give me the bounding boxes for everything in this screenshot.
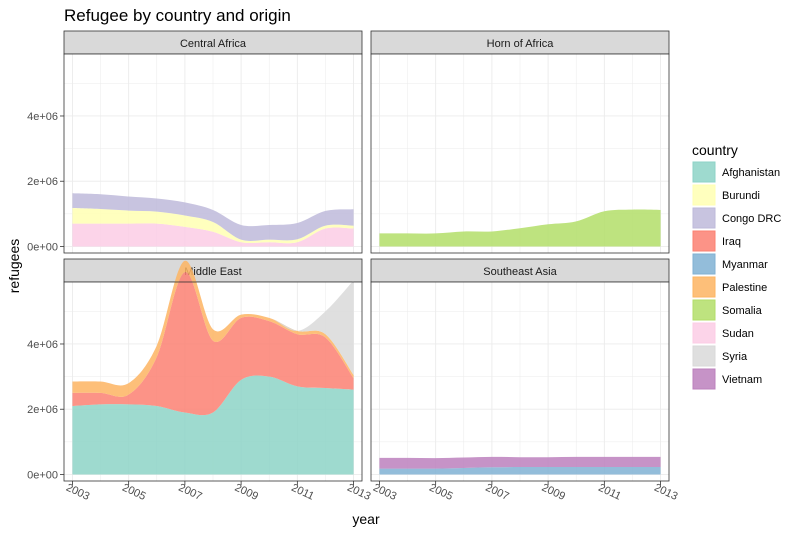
- legend-item-syria: Syria: [692, 345, 748, 367]
- panel-horn-of-africa: Horn of Africa: [370, 30, 670, 254]
- strip-label: Middle East: [184, 266, 241, 278]
- panel-border: [63, 53, 363, 254]
- area-afghanistan: [72, 375, 354, 475]
- legend-swatch: [692, 345, 716, 367]
- area-burundi: [72, 207, 354, 244]
- legend-item-iraq: Iraq: [692, 230, 741, 252]
- legend-title: country: [692, 142, 738, 158]
- legend-item-burundi: Burundi: [692, 184, 760, 206]
- x-tick-label: 2003: [371, 482, 398, 503]
- area-somalia: [379, 209, 661, 247]
- area-myanmar: [379, 466, 661, 475]
- legend-swatch: [692, 276, 716, 298]
- y-tick-label: 2e+06: [27, 176, 58, 188]
- facet-panels: Central Africa 0e+00 2e+06 4e+06 Horn of Afr…: [27, 30, 679, 503]
- legend-swatch: [692, 368, 716, 390]
- x-tick-label: 2007: [484, 482, 511, 503]
- x-tick-label: 2005: [120, 482, 147, 503]
- legend-swatch: [692, 253, 716, 275]
- area-sudan: [72, 223, 354, 247]
- y-tick-label: 4e+06: [27, 111, 58, 123]
- legend-label: Syria: [722, 351, 748, 363]
- legend-label: Sudan: [722, 328, 754, 340]
- legend-swatch: [692, 322, 716, 344]
- area-iraq: [72, 272, 354, 416]
- panel-central-africa: Central Africa 0e+00 2e+06 4e+06: [27, 30, 363, 254]
- legend-item-palestine: Palestine: [692, 276, 767, 298]
- legend-label: Burundi: [722, 190, 760, 202]
- x-tick-label: 2011: [596, 482, 623, 503]
- strip-label: Horn of Africa: [487, 38, 555, 50]
- x-axis-title: year: [352, 511, 380, 527]
- legend-label: Iraq: [722, 236, 741, 248]
- legend-item-myanmar: Myanmar: [692, 253, 768, 275]
- area-congo-drc: [72, 193, 354, 241]
- x-tick-label: 2005: [427, 482, 454, 503]
- area-vietnam: [379, 456, 661, 469]
- y-axis-title: refugees: [6, 239, 22, 293]
- legend-item-congo-drc: Congo DRC: [692, 207, 781, 229]
- y-tick-label: 0e+00: [27, 241, 58, 253]
- legend-item-vietnam: Vietnam: [692, 368, 762, 390]
- strip-label: Southeast Asia: [483, 266, 557, 278]
- legend-label: Congo DRC: [722, 213, 781, 225]
- gridlines: [371, 282, 669, 481]
- panel-border: [370, 53, 670, 254]
- legend-item-afghanistan: Afghanistan: [692, 161, 780, 183]
- panel-middle-east: Middle East 0e+00 2e+06 4e+06 2003 2005 2007 20…: [27, 258, 372, 503]
- x-tick-label: 2003: [64, 482, 91, 503]
- x-tick-label: 2009: [233, 482, 260, 503]
- x-tick-label: 2013: [652, 482, 679, 503]
- legend-label: Palestine: [722, 282, 767, 294]
- legend-swatch: [692, 207, 716, 229]
- y-tick-label: 0e+00: [27, 469, 58, 481]
- legend-item-sudan: Sudan: [692, 322, 754, 344]
- panel-border: [63, 281, 363, 482]
- panel-southeast-asia: Southeast Asia 2003 2005 2007 2009 2011 2013: [370, 258, 679, 503]
- legend-swatch: [692, 230, 716, 252]
- area-palestine: [72, 260, 354, 397]
- legend: country Afghanistan Burundi Congo DRC Iraq M…: [692, 142, 781, 390]
- y-tick-label: 2e+06: [27, 404, 58, 416]
- x-tick-label: 2011: [289, 482, 316, 503]
- x-tick-label: 2009: [540, 482, 567, 503]
- legend-label: Vietnam: [722, 374, 762, 386]
- legend-swatch: [692, 184, 716, 206]
- legend-label: Afghanistan: [722, 167, 780, 179]
- panel-border: [370, 281, 670, 482]
- strip-label: Central Africa: [180, 38, 247, 50]
- chart-title: Refugee by country and origin: [64, 6, 291, 25]
- legend-label: Somalia: [722, 305, 763, 317]
- legend-swatch: [692, 299, 716, 321]
- y-tick-label: 4e+06: [27, 339, 58, 351]
- x-tick-label: 2007: [177, 482, 204, 503]
- legend-swatch: [692, 161, 716, 183]
- legend-label: Myanmar: [722, 259, 768, 271]
- legend-item-somalia: Somalia: [692, 299, 763, 321]
- x-tick-label: 2013: [345, 482, 372, 503]
